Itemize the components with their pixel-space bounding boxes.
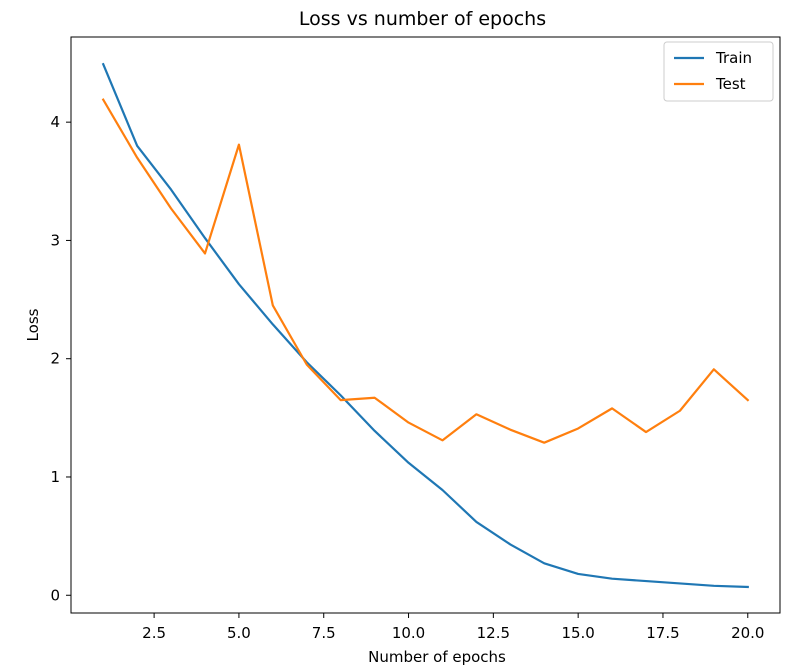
x-tick-label: 20.0 — [731, 624, 764, 642]
axes-frame — [70, 36, 781, 614]
y-tick-label: 0 — [50, 586, 60, 604]
x-tick-label: 10.0 — [392, 624, 425, 642]
chart-title: Loss vs number of epochs — [299, 8, 546, 30]
x-tick-label: 17.5 — [646, 624, 679, 642]
x-tick-label: 15.0 — [561, 624, 594, 642]
y-tick-label: 2 — [50, 350, 60, 368]
x-axis-label: Number of epochs — [368, 648, 506, 666]
x-axis-ticks: 2.5 5.0 7.5 10.0 12.5 15.0 17.5 20.0 — [142, 613, 764, 642]
y-tick-label: 3 — [50, 231, 60, 249]
y-tick-label: 1 — [50, 468, 60, 486]
y-axis-ticks: 0 1 2 3 4 — [50, 113, 71, 604]
plot-area: 2.5 5.0 7.5 10.0 12.5 15.0 17.5 20.0 0 1 2 3 4 — [50, 36, 781, 642]
y-axis-label: Loss — [24, 308, 42, 341]
x-tick-label: 5.0 — [227, 624, 251, 642]
y-tick-label: 4 — [50, 113, 60, 131]
legend-label-test: Test — [715, 75, 746, 93]
series-layer — [101, 62, 750, 589]
series-line-test — [101, 98, 750, 444]
legend: Train Test — [663, 41, 774, 102]
series-line-train — [101, 62, 749, 589]
x-tick-label: 12.5 — [477, 624, 510, 642]
x-tick-label: 2.5 — [142, 624, 166, 642]
legend-box — [663, 41, 774, 102]
legend-label-train: Train — [715, 49, 752, 67]
x-tick-label: 7.5 — [312, 624, 336, 642]
